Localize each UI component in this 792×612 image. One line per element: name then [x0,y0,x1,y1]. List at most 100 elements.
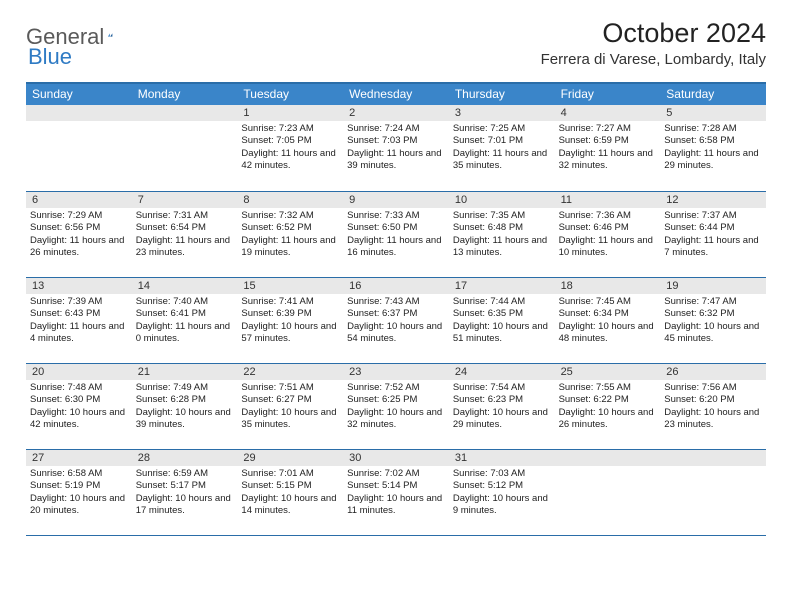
sunrise-label: Sunrise: 7:03 AM [453,468,551,480]
day-number: 4 [555,105,661,121]
calendar-cell: 22Sunrise: 7:51 AMSunset: 6:27 PMDayligh… [237,363,343,449]
day-number: 28 [132,450,238,466]
day-number: 9 [343,192,449,208]
daylight-label: Daylight: 10 hours and 35 minutes. [241,407,339,432]
daylight-label: Daylight: 10 hours and 32 minutes. [347,407,445,432]
sunrise-label: Sunrise: 7:41 AM [241,296,339,308]
daylight-label: Daylight: 11 hours and 13 minutes. [453,235,551,260]
day-number: . [555,450,661,466]
sunrise-label: Sunrise: 7:32 AM [241,210,339,222]
sunset-label: Sunset: 6:44 PM [664,222,762,234]
day-info: Sunrise: 7:28 AMSunset: 6:58 PMDaylight:… [660,121,766,172]
sunrise-label: Sunrise: 7:54 AM [453,382,551,394]
day-number: 22 [237,364,343,380]
sunset-label: Sunset: 5:19 PM [30,480,128,492]
calendar-grid: ..1Sunrise: 7:23 AMSunset: 7:05 PMDaylig… [26,105,766,535]
daylight-label: Daylight: 11 hours and 39 minutes. [347,148,445,173]
day-info: Sunrise: 7:39 AMSunset: 6:43 PMDaylight:… [26,294,132,345]
calendar-cell: 7Sunrise: 7:31 AMSunset: 6:54 PMDaylight… [132,191,238,277]
sunrise-label: Sunrise: 7:40 AM [136,296,234,308]
daylight-label: Daylight: 10 hours and 23 minutes. [664,407,762,432]
daylight-label: Daylight: 10 hours and 57 minutes. [241,321,339,346]
daylight-label: Daylight: 10 hours and 51 minutes. [453,321,551,346]
day-info: Sunrise: 7:41 AMSunset: 6:39 PMDaylight:… [237,294,343,345]
sunrise-label: Sunrise: 7:37 AM [664,210,762,222]
calendar-cell: 3Sunrise: 7:25 AMSunset: 7:01 PMDaylight… [449,105,555,191]
day-number: 12 [660,192,766,208]
sunset-label: Sunset: 6:20 PM [664,394,762,406]
daylight-label: Daylight: 10 hours and 54 minutes. [347,321,445,346]
calendar-cell: 6Sunrise: 7:29 AMSunset: 6:56 PMDaylight… [26,191,132,277]
location-label: Ferrera di Varese, Lombardy, Italy [541,51,766,68]
daylight-label: Daylight: 11 hours and 32 minutes. [559,148,657,173]
daylight-label: Daylight: 10 hours and 45 minutes. [664,321,762,346]
sunset-label: Sunset: 6:56 PM [30,222,128,234]
day-number: 21 [132,364,238,380]
weekday-sat: Saturday [660,84,766,105]
sunrise-label: Sunrise: 7:02 AM [347,468,445,480]
sunrise-label: Sunrise: 7:24 AM [347,123,445,135]
daylight-label: Daylight: 11 hours and 19 minutes. [241,235,339,260]
sunrise-label: Sunrise: 6:58 AM [30,468,128,480]
calendar-cell: 4Sunrise: 7:27 AMSunset: 6:59 PMDaylight… [555,105,661,191]
sunrise-label: Sunrise: 7:01 AM [241,468,339,480]
sunset-label: Sunset: 6:25 PM [347,394,445,406]
day-info: Sunrise: 7:52 AMSunset: 6:25 PMDaylight:… [343,380,449,431]
daylight-label: Daylight: 10 hours and 26 minutes. [559,407,657,432]
sunset-label: Sunset: 6:50 PM [347,222,445,234]
calendar-cell: 11Sunrise: 7:36 AMSunset: 6:46 PMDayligh… [555,191,661,277]
calendar-cell: 5Sunrise: 7:28 AMSunset: 6:58 PMDaylight… [660,105,766,191]
daylight-label: Daylight: 11 hours and 23 minutes. [136,235,234,260]
calendar-cell: 16Sunrise: 7:43 AMSunset: 6:37 PMDayligh… [343,277,449,363]
day-info: Sunrise: 7:45 AMSunset: 6:34 PMDaylight:… [555,294,661,345]
calendar-cell: . [132,105,238,191]
day-number: . [660,450,766,466]
calendar-cell: . [26,105,132,191]
sunrise-label: Sunrise: 7:28 AM [664,123,762,135]
day-number: 17 [449,278,555,294]
day-number: 13 [26,278,132,294]
sunrise-label: Sunrise: 7:33 AM [347,210,445,222]
day-info: Sunrise: 7:01 AMSunset: 5:15 PMDaylight:… [237,466,343,517]
sunrise-label: Sunrise: 7:35 AM [453,210,551,222]
weekday-sun: Sunday [26,84,132,105]
day-info: Sunrise: 7:49 AMSunset: 6:28 PMDaylight:… [132,380,238,431]
sunrise-label: Sunrise: 7:44 AM [453,296,551,308]
calendar-cell: 20Sunrise: 7:48 AMSunset: 6:30 PMDayligh… [26,363,132,449]
calendar-cell: 9Sunrise: 7:33 AMSunset: 6:50 PMDaylight… [343,191,449,277]
calendar-cell: 24Sunrise: 7:54 AMSunset: 6:23 PMDayligh… [449,363,555,449]
logo-sail-icon [108,26,112,44]
day-number: 29 [237,450,343,466]
daylight-label: Daylight: 10 hours and 11 minutes. [347,493,445,518]
calendar-page: General October 2024 Ferrera di Varese, … [0,0,792,536]
day-number: . [26,105,132,121]
day-info: Sunrise: 7:37 AMSunset: 6:44 PMDaylight:… [660,208,766,259]
sunset-label: Sunset: 6:54 PM [136,222,234,234]
day-number: 30 [343,450,449,466]
day-info: Sunrise: 7:23 AMSunset: 7:05 PMDaylight:… [237,121,343,172]
calendar-cell: 17Sunrise: 7:44 AMSunset: 6:35 PMDayligh… [449,277,555,363]
day-info: Sunrise: 7:55 AMSunset: 6:22 PMDaylight:… [555,380,661,431]
day-info: Sunrise: 6:59 AMSunset: 5:17 PMDaylight:… [132,466,238,517]
calendar-cell: 19Sunrise: 7:47 AMSunset: 6:32 PMDayligh… [660,277,766,363]
sunrise-label: Sunrise: 7:31 AM [136,210,234,222]
day-info: Sunrise: 7:31 AMSunset: 6:54 PMDaylight:… [132,208,238,259]
day-number: . [132,105,238,121]
calendar-cell: 14Sunrise: 7:40 AMSunset: 6:41 PMDayligh… [132,277,238,363]
day-number: 15 [237,278,343,294]
day-number: 5 [660,105,766,121]
day-number: 31 [449,450,555,466]
calendar-cell: . [660,449,766,535]
day-number: 14 [132,278,238,294]
day-info: Sunrise: 7:43 AMSunset: 6:37 PMDaylight:… [343,294,449,345]
sunrise-label: Sunrise: 7:51 AM [241,382,339,394]
daylight-label: Daylight: 11 hours and 10 minutes. [559,235,657,260]
day-number: 24 [449,364,555,380]
sunset-label: Sunset: 5:12 PM [453,480,551,492]
calendar-cell: 15Sunrise: 7:41 AMSunset: 6:39 PMDayligh… [237,277,343,363]
sunrise-label: Sunrise: 7:29 AM [30,210,128,222]
sunrise-label: Sunrise: 7:52 AM [347,382,445,394]
sunrise-label: Sunrise: 7:45 AM [559,296,657,308]
calendar-cell: 18Sunrise: 7:45 AMSunset: 6:34 PMDayligh… [555,277,661,363]
day-number: 8 [237,192,343,208]
